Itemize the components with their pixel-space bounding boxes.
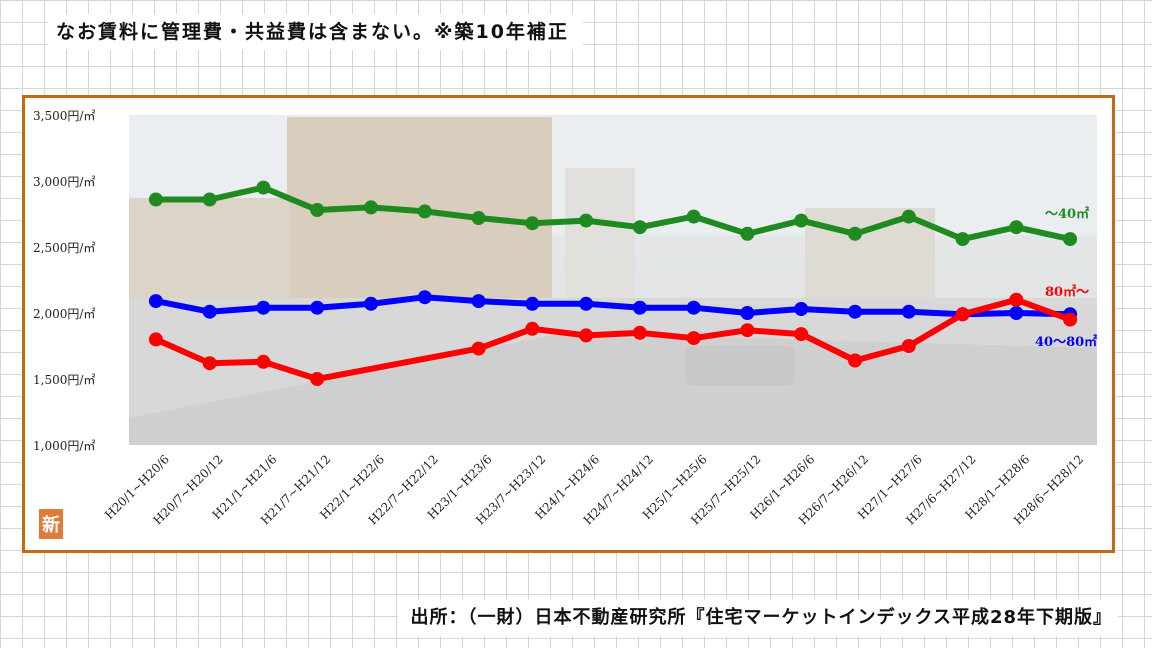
data-point: [525, 216, 540, 231]
data-point: [256, 354, 271, 369]
series-label: 40～80㎡: [1035, 334, 1097, 350]
data-point: [471, 211, 486, 225]
data-point: [740, 306, 755, 320]
data-point: [256, 300, 271, 315]
data-point: [686, 331, 701, 346]
data-point: [794, 302, 809, 316]
data-point: [364, 296, 378, 311]
data-point: [148, 192, 163, 207]
data-point: [417, 290, 432, 305]
data-point: [901, 304, 916, 319]
data-point: [310, 372, 325, 386]
data-point: [1063, 232, 1078, 247]
series-0: [148, 180, 1078, 247]
data-point: [1009, 306, 1024, 320]
data-point: [471, 294, 486, 309]
data-point: [202, 304, 217, 319]
y-tick-label: 3,500円/㎡: [33, 109, 95, 123]
data-point: [901, 209, 916, 224]
data-point: [579, 328, 594, 343]
plot-background: [129, 115, 1097, 445]
data-point: [632, 220, 647, 235]
data-point: [1009, 220, 1024, 235]
data-point: [632, 300, 647, 315]
series-line: [152, 184, 1074, 243]
data-point: [256, 180, 271, 195]
y-tick-label: 1,000円/㎡: [33, 439, 95, 453]
data-point: [202, 356, 217, 371]
series-label: 80㎡～: [1045, 284, 1089, 300]
data-point: [740, 323, 755, 338]
data-point: [794, 327, 809, 342]
svg-text:新: 新: [42, 514, 60, 536]
y-tick-label: 1,500円/㎡: [33, 373, 95, 387]
y-tick-label: 3,000円/㎡: [33, 175, 95, 189]
data-point: [202, 192, 217, 207]
series-line: [152, 296, 1074, 382]
data-point: [364, 200, 378, 215]
data-point: [632, 325, 647, 340]
line-chart: 3,500円/㎡ 3,000円/㎡ 2,500円/㎡ 2,000円/㎡ 1,500円/㎡…: [33, 109, 1097, 539]
data-point: [579, 213, 594, 228]
data-point: [794, 213, 809, 228]
data-point: [525, 296, 540, 311]
data-point: [848, 304, 862, 319]
data-point: [417, 204, 432, 219]
y-tick-label: 2,000円/㎡: [33, 307, 95, 321]
series-label: ～40㎡: [1045, 206, 1089, 222]
data-point: [1009, 292, 1024, 307]
data-point: [955, 232, 970, 247]
y-tick-label: 2,500円/㎡: [33, 241, 95, 255]
series-line: [152, 294, 1074, 318]
data-point: [148, 294, 163, 309]
data-point: [148, 332, 163, 347]
data-point: [579, 296, 594, 311]
data-point: [1063, 312, 1078, 327]
series-2: [148, 292, 1078, 386]
data-point: [901, 339, 916, 353]
data-point: [955, 307, 970, 322]
data-point: [310, 203, 325, 217]
data-point: [848, 226, 862, 241]
data-point: [848, 353, 862, 368]
data-point: [471, 341, 486, 356]
chart-note: なお賃料に管理費・共益費は含まない。※築10年補正: [48, 14, 583, 50]
data-point: [310, 300, 325, 315]
data-point: [686, 300, 701, 315]
new-badge: 新: [39, 509, 63, 539]
data-point: [525, 321, 540, 336]
data-point: [740, 226, 755, 241]
source-citation: 出所：（一財）日本不動産研究所『住宅マーケットインデックス平成28年下期版』: [398, 600, 1118, 636]
data-point: [686, 209, 701, 224]
chart-frame: 3,500円/㎡ 3,000円/㎡ 2,500円/㎡ 2,000円/㎡ 1,500円/㎡…: [22, 95, 1115, 553]
